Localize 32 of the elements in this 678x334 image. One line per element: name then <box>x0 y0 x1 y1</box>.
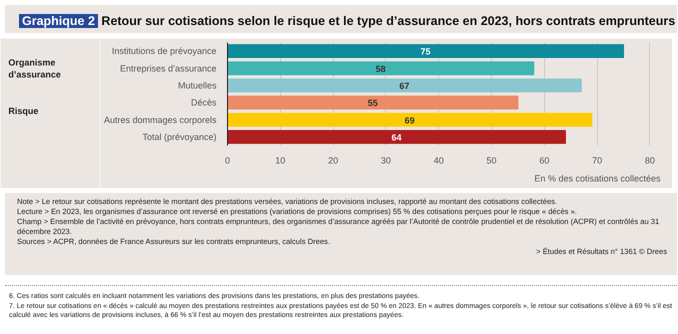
x-tick-label: 50 <box>486 156 497 166</box>
y-tick-label: Mutuelles <box>178 80 217 90</box>
x-tick-label: 80 <box>644 156 655 166</box>
bar <box>228 78 582 92</box>
y-tick-label: Total (prévoyance) <box>142 132 217 142</box>
x-axis-title: En % des cotisations collectées <box>534 174 661 184</box>
data-label: 67 <box>399 80 410 91</box>
bar <box>228 130 566 144</box>
bar <box>228 44 624 58</box>
x-tick-label: 10 <box>275 156 286 166</box>
text: Risque <box>8 106 38 116</box>
data-label: 75 <box>420 46 431 57</box>
text: Organisme d’assurance <box>8 57 61 80</box>
text: Graphique 2 <box>19 14 98 28</box>
x-tick-label: 0 <box>224 156 230 166</box>
chart-subtitle: Retour sur cotisations selon le risque et le type d’assurance en 2023, hors contrats emprunteurs <box>101 14 676 28</box>
x-tick-label: 40 <box>434 156 444 166</box>
bar <box>228 112 592 127</box>
x-tick-label: 70 <box>592 156 602 166</box>
data-label: 58 <box>376 64 386 74</box>
data-label: 69 <box>404 115 415 126</box>
bar <box>228 61 534 76</box>
data-label: 64 <box>391 132 402 142</box>
y-tick-label: Institutions de prévoyance <box>112 46 217 56</box>
y-tick-label: Entreprises d’assurance <box>120 63 217 74</box>
data-label: 55 <box>368 98 378 108</box>
x-tick-label: 30 <box>380 156 391 166</box>
x-tick-label: 60 <box>539 156 550 166</box>
x-tick-label: 20 <box>328 156 338 166</box>
bar <box>228 96 518 110</box>
y-tick-label: Décès <box>190 98 217 108</box>
y-tick-label: Autres dommages corporels <box>104 114 217 125</box>
